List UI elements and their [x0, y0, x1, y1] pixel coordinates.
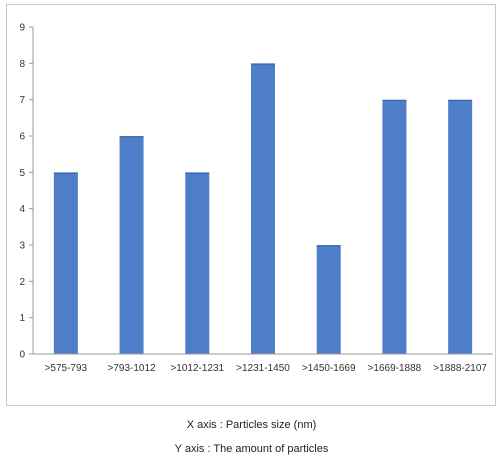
chart-frame: 0 1 2 3 4 5 6 7 8 9 >575-793 >793-1012 >1012-1231 >1…: [6, 4, 496, 406]
x-tick-label: >793-1012: [108, 363, 157, 374]
y-tick-label: 6: [19, 132, 25, 143]
y-axis: 0 1 2 3 4 5 6 7 8 9: [19, 23, 34, 361]
bar: [316, 245, 341, 354]
bar: [119, 136, 144, 354]
y-tick-label: 5: [19, 168, 25, 179]
bar: [53, 172, 78, 354]
y-tick-label: 0: [19, 350, 25, 361]
x-axis: >575-793 >793-1012 >1012-1231 >1231-1450 >14…: [33, 353, 493, 374]
x-axis-caption: X axis : Particles size (nm): [186, 419, 317, 431]
x-tick-label: >1012-1231: [170, 363, 224, 374]
y-tick-label: 3: [19, 241, 25, 252]
y-tick-label: 9: [19, 23, 25, 34]
bars: [53, 63, 473, 355]
bar-chart: 0 1 2 3 4 5 6 7 8 9 >575-793 >793-1012 >1012-1231 >1…: [19, 23, 493, 374]
x-tick-label: >1231-1450: [236, 363, 290, 374]
x-tick-label: >1450-1669: [302, 363, 356, 374]
y-tick-label: 7: [19, 95, 25, 106]
y-axis-caption: Y axis : The amount of particles: [174, 443, 329, 455]
x-tick-label: >1888-2107: [433, 363, 487, 374]
bar: [185, 172, 210, 354]
y-tick-label: 4: [19, 204, 25, 215]
y-tick-label: 1: [19, 313, 25, 324]
bar: [448, 99, 473, 355]
y-tick-label: 2: [19, 277, 25, 288]
bar: [251, 63, 275, 354]
x-tick-label: >575-793: [45, 363, 88, 374]
x-tick-label: >1669-1888: [368, 363, 422, 374]
y-tick-label: 8: [19, 59, 25, 70]
bar: [382, 99, 407, 355]
